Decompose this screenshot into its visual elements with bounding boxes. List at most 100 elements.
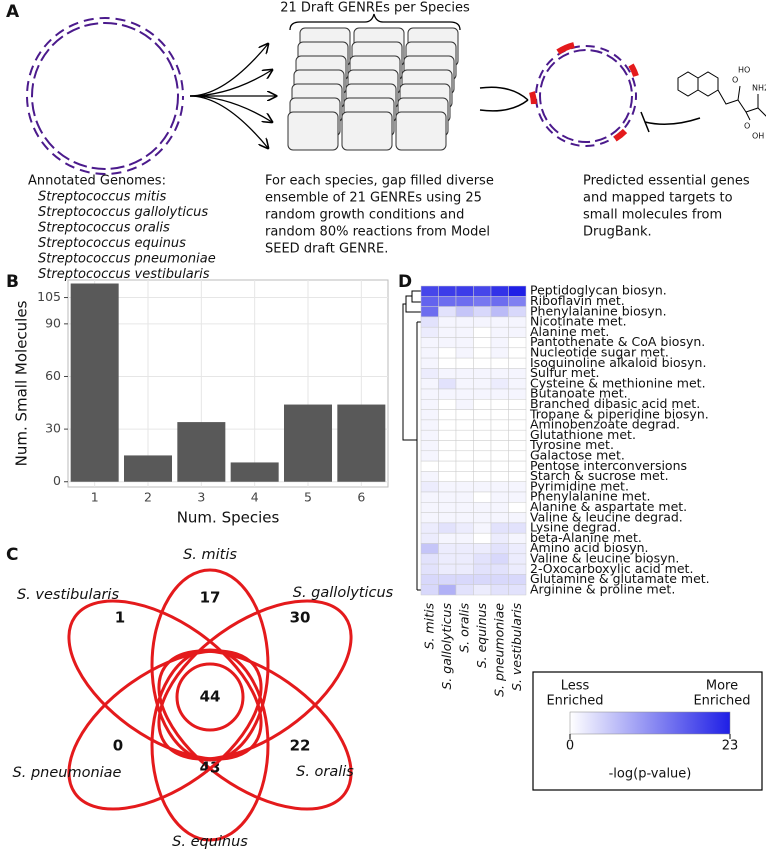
heat-cell: [420, 326, 439, 338]
legend-low: Less: [561, 679, 590, 694]
heat-cell: [473, 532, 492, 544]
heat-cell: [455, 357, 474, 369]
legend-title: -log(p-value): [609, 767, 692, 782]
heat-cell: [473, 306, 492, 318]
heat-cell: [438, 306, 457, 318]
venn-core: [175, 662, 245, 732]
heat-cell: [438, 563, 457, 575]
heat-cell: [473, 409, 492, 421]
heat-cell: [508, 512, 527, 524]
heat-cell: [508, 502, 527, 513]
row-label: Lysine degrad.: [530, 520, 621, 535]
heat-cell: [420, 574, 439, 585]
venn-set: [67, 649, 263, 811]
row-label: Valine & leucine biosyn.: [530, 550, 679, 565]
heat-cell: [455, 440, 474, 452]
venn-set: [150, 648, 270, 842]
bar: [70, 283, 119, 482]
heat-cell: [490, 512, 509, 524]
heat-cell: [473, 316, 492, 328]
heat-cell: [455, 532, 474, 544]
heat-cell: [420, 471, 439, 482]
x-tick-label: 3: [197, 490, 205, 505]
heat-cell: [455, 574, 474, 585]
heat-cell: [508, 440, 527, 452]
description-line: random growth conditions and: [265, 208, 464, 223]
column-label: S. mitis: [421, 603, 436, 650]
heat-cell: [490, 563, 509, 575]
heat-cell: [508, 429, 527, 441]
heat-cell: [420, 429, 439, 441]
molecule-label: O: [732, 76, 738, 85]
heat-cell: [420, 563, 439, 575]
heat-cell: [508, 306, 527, 318]
heat-cell: [438, 378, 457, 390]
heat-cell: [490, 440, 509, 452]
genre-stack: [287, 27, 459, 151]
venn-set-label: S. mitis: [183, 547, 237, 563]
heat-cell: [455, 409, 474, 421]
x-tick-label: 2: [144, 490, 152, 505]
row-label: Phenylalanine biosyn.: [530, 303, 667, 318]
heat-cell: [508, 326, 527, 338]
heat-cell: [455, 512, 474, 524]
heat-cell: [508, 522, 527, 534]
heat-cell: [420, 316, 439, 328]
heat-cell: [455, 378, 474, 390]
heat-cell: [508, 337, 527, 349]
heat-cell: [455, 481, 474, 493]
heat-cell: [420, 553, 439, 565]
species-name: Streptococcus vestibularis: [38, 267, 210, 282]
heat-cell: [438, 471, 457, 482]
heat-cell: [473, 502, 492, 513]
heat-cell: [508, 419, 527, 431]
panel-label: D: [398, 272, 412, 292]
y-axis-label: Num. Small Molecules: [13, 300, 31, 466]
molecule-label: O: [744, 122, 750, 131]
heat-cell: [508, 491, 527, 503]
molecule: [677, 71, 766, 121]
heat-cell: [473, 450, 492, 462]
venn-set-label: S. equinus: [172, 834, 248, 850]
description-line: SEED draft GENRE.: [265, 242, 388, 257]
heat-cell: [420, 306, 439, 318]
stack-title: 21 Draft GENREs per Species: [280, 1, 470, 16]
bar: [284, 404, 332, 482]
heat-cell: [473, 429, 492, 441]
row-label: Pyrimidine met.: [530, 478, 629, 493]
venn-count: 30: [290, 609, 311, 627]
heat-cell: [438, 522, 457, 534]
heat-cell: [438, 440, 457, 452]
heat-cell: [420, 347, 439, 359]
heat-cell: [508, 574, 527, 585]
heat-cell: [490, 532, 509, 544]
heat-cell: [438, 357, 457, 369]
heat-cell: [508, 471, 527, 482]
panel-label: B: [6, 272, 19, 292]
row-label: Valine & leucine degrad.: [530, 509, 683, 524]
column-label: S. vestibularis: [509, 603, 524, 691]
heat-cell: [473, 512, 492, 524]
heat-cell: [455, 584, 474, 596]
heat-cell: [420, 450, 439, 462]
venn-count: 22: [290, 737, 311, 755]
result-line: DrugBank.: [583, 225, 652, 240]
column-label: S. equinus: [474, 603, 489, 669]
heat-cell: [490, 574, 509, 585]
legend-tick-label: 0: [566, 739, 574, 754]
heat-cell: [438, 429, 457, 441]
heat-cell: [508, 532, 527, 544]
heat-cell: [420, 368, 439, 379]
heat-cell: [420, 522, 439, 534]
row-label: Sulfur met.: [530, 365, 600, 380]
heat-cell: [490, 450, 509, 462]
row-label: Aminobenzoate degrad.: [530, 417, 680, 432]
heat-cell: [438, 419, 457, 431]
heat-cell: [455, 522, 474, 534]
heat-cell: [473, 368, 492, 379]
venn-set: [67, 599, 263, 761]
row-label: Tropane & piperidine biosyn.: [529, 406, 709, 421]
heat-cell: [473, 584, 492, 596]
heat-cell: [473, 347, 492, 359]
